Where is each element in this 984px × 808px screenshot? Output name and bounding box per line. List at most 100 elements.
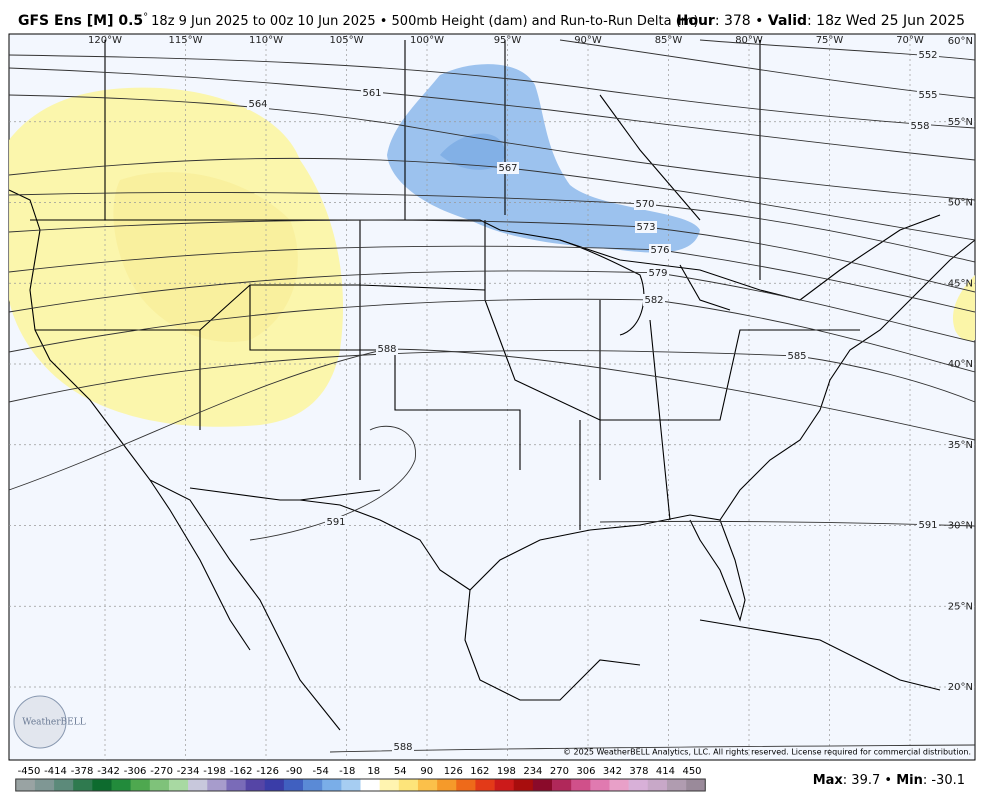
delta-positive-east [952, 275, 975, 341]
map: 120°W 115°W 110°W 105°W 100°W 95°W 90°W 85°W 80°… [8, 33, 976, 761]
colorbar-label: -54 [313, 766, 329, 777]
delta-negative-core [440, 133, 506, 170]
longitude-label: 110°W [249, 35, 283, 46]
longitude-label: 85°W [655, 35, 683, 46]
colorbar-swatch [647, 779, 668, 791]
contour [8, 67, 976, 161]
border-north [30, 214, 941, 301]
colorbar-swatch [571, 779, 591, 791]
colorbar-label: -126 [256, 766, 279, 777]
colorbar-swatch [111, 779, 131, 791]
contour [8, 245, 976, 313]
colorbar-label: 378 [629, 766, 648, 777]
hour: : 378 • [715, 13, 768, 29]
contour-label: 576 [650, 245, 669, 256]
colorbar-label: -198 [203, 766, 226, 777]
contour-label: 564 [248, 99, 267, 110]
colorbar-swatch [398, 779, 419, 791]
latitude-label: 60°N [948, 36, 973, 47]
colorbar-swatch [188, 779, 208, 791]
valid-label: Valid [768, 13, 807, 29]
contour-label: 582 [644, 295, 663, 306]
contour [8, 270, 976, 343]
colorbar-swatch [54, 779, 74, 791]
model: GFS Ens [M] 0.5 [18, 13, 143, 29]
colorbar-swatch [283, 779, 304, 791]
colorbar-label: -162 [230, 766, 253, 777]
colorbar-swatch [207, 779, 227, 791]
coast-east [719, 239, 976, 521]
contour-label-bg [643, 294, 665, 306]
contour-label-bg [917, 49, 939, 61]
longitude-label: 100°W [410, 35, 444, 46]
contour-label: 588 [377, 344, 396, 355]
footer: Max: 39.7 • Min: -30.1 [813, 773, 965, 788]
contour-label-bg [634, 198, 656, 210]
colorbar-label: 198 [497, 766, 516, 777]
contour-label-bg [361, 87, 383, 99]
delta-positive-core [113, 172, 298, 342]
colorbar-swatch [73, 779, 93, 791]
min: : -30.1 [923, 773, 965, 788]
longitude-label: 80°W [735, 35, 763, 46]
logo-mark [13, 695, 67, 749]
colorbar-label: -342 [97, 766, 120, 777]
latitude-label: 25°N [948, 601, 973, 612]
longitude-label: 115°W [169, 35, 203, 46]
colorbar-swatch [379, 779, 400, 791]
min-label: Min [896, 773, 923, 788]
longitude-label: 70°W [896, 35, 924, 46]
colorbar-swatch [34, 779, 55, 791]
latitude-label: 40°N [948, 359, 973, 370]
contour [699, 39, 976, 61]
colorbar-swatch [322, 779, 342, 791]
contour-label-bg [917, 519, 939, 531]
degree: ° [143, 12, 148, 23]
colorbar-swatch [264, 779, 285, 791]
latitude-label: 55°N [948, 117, 973, 128]
contour-label-bg [325, 516, 347, 528]
contour-label: 552 [918, 50, 937, 61]
latitude-label: 35°N [948, 440, 973, 451]
colorbar-label: -450 [18, 766, 41, 777]
contour [8, 219, 976, 293]
header-valid: Hour: 378 • Valid: 18z Wed 25 Jun 2025 [677, 13, 965, 29]
colorbar-swatch [130, 779, 151, 791]
header: GFS Ens [M] 0.5° 18z 9 Jun 2025 to 00z 10… [18, 12, 699, 29]
contour-label-bg [786, 350, 808, 362]
colorbar-label: 450 [682, 766, 701, 777]
boundaries [8, 40, 976, 731]
contour-label: 558 [910, 121, 929, 132]
colorbar-swatch [475, 779, 495, 791]
colorbar-swatch [552, 779, 572, 791]
contour [8, 191, 976, 263]
caribbean [699, 619, 941, 691]
credit: © 2025 WeatherBELL Analytics, LLC. All r… [563, 748, 971, 757]
colorbar-label: 306 [576, 766, 595, 777]
colorbar-swatch [226, 779, 246, 791]
contour [8, 348, 976, 491]
colorbar-swatch [590, 779, 610, 791]
colorbar-label: 414 [656, 766, 675, 777]
contour [8, 298, 976, 373]
colorbar-swatch [245, 779, 266, 791]
border-south [189, 487, 381, 501]
contour [8, 94, 976, 201]
contour-label: 591 [326, 517, 345, 528]
colorbar-swatch [360, 779, 380, 791]
colorbar-swatch [494, 779, 515, 791]
colorbar-label: 126 [444, 766, 463, 777]
contour-label-bg [247, 98, 269, 110]
colorbar-label: -378 [71, 766, 94, 777]
latitude-label: 30°N [948, 521, 973, 532]
colorbar-label: 54 [394, 766, 407, 777]
colorbar-label: -90 [286, 766, 302, 777]
logo: WeatherBELL [13, 695, 86, 749]
contour-labels: 552 555 558 561 564 567 570 573 576 579 582 585 588 5… [247, 49, 939, 753]
contour-label-bg [392, 741, 414, 753]
contour [8, 54, 976, 129]
colorbar-swatch [456, 779, 476, 791]
colorbar-swatch [168, 779, 189, 791]
colorbar-swatch [628, 779, 649, 791]
